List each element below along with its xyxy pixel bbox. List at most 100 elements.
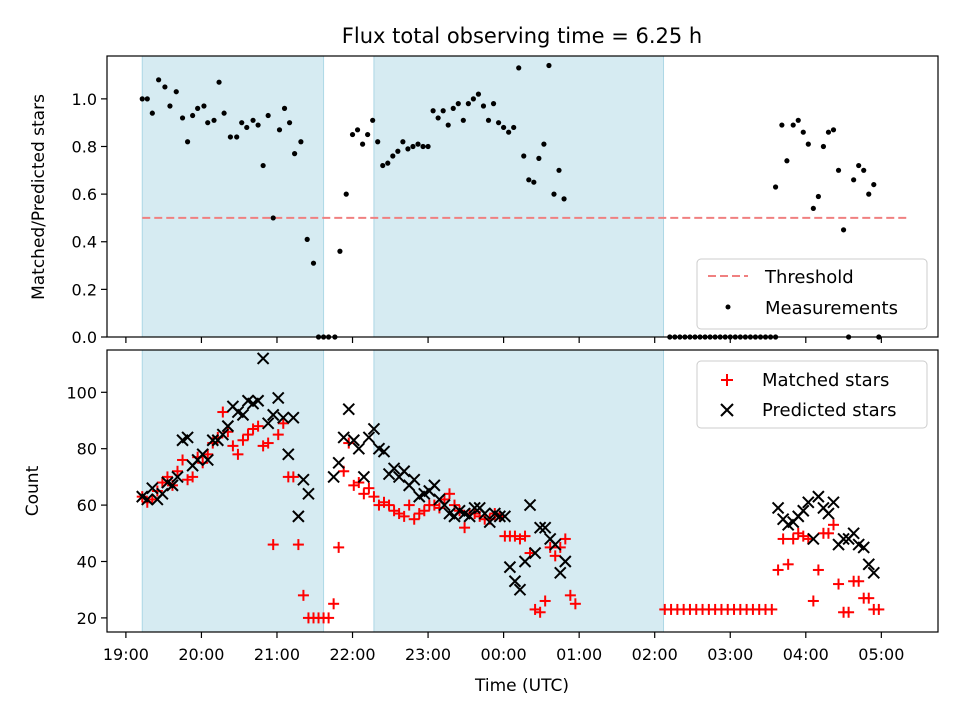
measurement-point bbox=[521, 153, 527, 159]
predicted-star-marker bbox=[478, 507, 491, 520]
matched-star-marker bbox=[287, 471, 299, 483]
y-tick-label: 60 bbox=[77, 496, 97, 515]
matched-star-marker bbox=[408, 513, 420, 525]
measurement-point bbox=[144, 96, 150, 102]
predicted-star-marker bbox=[822, 507, 835, 520]
measurement-point bbox=[480, 103, 487, 109]
predicted-star-marker bbox=[261, 417, 275, 430]
measurement-point bbox=[460, 117, 466, 123]
predicted-star-marker bbox=[332, 456, 345, 470]
predicted-star-marker bbox=[256, 352, 270, 365]
y-tick-label: 0.4 bbox=[72, 233, 97, 252]
measurement-point bbox=[139, 96, 145, 102]
top-panel: 0.0 0.2 0.4 0.6 0.8 1.0 Matched/Predicted sta… bbox=[29, 55, 939, 347]
predicted-star-marker bbox=[377, 445, 391, 458]
measurement-point bbox=[511, 124, 517, 131]
measurement-point bbox=[211, 117, 217, 123]
measurement-point bbox=[830, 127, 837, 133]
measurement-point bbox=[551, 191, 557, 197]
measurement-point bbox=[526, 177, 532, 183]
predicted-star-marker bbox=[528, 546, 542, 560]
measurement-point bbox=[270, 215, 276, 221]
predicted-star-marker bbox=[282, 448, 295, 461]
predicted-star-marker bbox=[362, 431, 376, 444]
measurement-point bbox=[405, 146, 411, 152]
matched-star-marker bbox=[418, 505, 430, 517]
predicted-star-marker bbox=[156, 487, 169, 501]
measurement-point bbox=[400, 139, 406, 145]
predicted-star-marker bbox=[141, 493, 154, 506]
measurement-point bbox=[162, 84, 168, 90]
y-tick-label: 0.2 bbox=[72, 280, 97, 299]
matched-star-marker bbox=[398, 510, 410, 522]
matched-star-marker bbox=[833, 578, 845, 590]
measurement-point bbox=[337, 248, 343, 254]
predicted-star-marker bbox=[171, 470, 184, 484]
matched-star-marker bbox=[197, 457, 209, 469]
measurement-point bbox=[370, 117, 376, 123]
predicted-star-marker bbox=[337, 431, 350, 444]
matched-star-marker bbox=[252, 420, 264, 432]
predicted-star-marker bbox=[277, 411, 290, 424]
measurement-point bbox=[205, 120, 211, 126]
measurement-point bbox=[450, 105, 456, 111]
predicted-star-marker bbox=[827, 496, 840, 509]
predicted-star-marker bbox=[513, 583, 527, 596]
matched-star-marker bbox=[383, 499, 395, 511]
measurement-point bbox=[485, 117, 492, 123]
predicted-star-marker bbox=[867, 566, 880, 579]
measurement-point bbox=[779, 122, 785, 128]
top-legend-box bbox=[696, 258, 928, 330]
measurement-point bbox=[465, 101, 471, 107]
measurement-point bbox=[310, 260, 317, 266]
matched-star-marker bbox=[433, 502, 445, 514]
measurement-point bbox=[167, 103, 173, 109]
top-x-ticks bbox=[125, 337, 882, 343]
legend-predicted-label: Predicted stars bbox=[762, 400, 896, 421]
measurement-point bbox=[825, 129, 832, 135]
predicted-star-marker bbox=[862, 558, 875, 571]
top-measurement-points bbox=[139, 62, 882, 340]
measurement-point bbox=[536, 155, 542, 161]
predicted-star-marker bbox=[771, 501, 785, 515]
matched-star-marker bbox=[172, 465, 184, 477]
y-tick-label: 0.8 bbox=[72, 137, 97, 156]
top-axes-frame bbox=[106, 55, 939, 338]
predicted-star-marker bbox=[847, 527, 860, 540]
x-tick-label: 00:00 bbox=[481, 645, 527, 664]
legend-matched-swatch bbox=[721, 374, 733, 386]
predicted-star-marker bbox=[342, 403, 355, 416]
predicted-star-marker bbox=[272, 391, 285, 405]
matched-star-marker bbox=[227, 440, 239, 452]
matched-star-marker bbox=[217, 406, 229, 418]
x-tick-label: 23:00 bbox=[405, 645, 451, 664]
matched-star-marker bbox=[232, 448, 244, 460]
bottom-y-axis-label: Count bbox=[23, 465, 43, 516]
measurement-point bbox=[375, 139, 381, 145]
measurement-point bbox=[531, 179, 537, 185]
measurement-point bbox=[156, 77, 162, 83]
predicted-star-marker bbox=[538, 521, 552, 534]
matched-star-marker bbox=[222, 426, 234, 438]
predicted-star-marker bbox=[463, 510, 476, 523]
measurement-point bbox=[790, 122, 796, 128]
predicted-star-marker bbox=[221, 419, 235, 433]
predicted-star-marker bbox=[166, 479, 179, 492]
legend-threshold-label: Threshold bbox=[764, 267, 854, 288]
predicted-star-marker bbox=[387, 462, 401, 475]
predicted-star-marker bbox=[554, 566, 567, 579]
matched-star-marker bbox=[853, 575, 865, 587]
measurement-point bbox=[281, 105, 288, 111]
measurement-point bbox=[420, 143, 426, 150]
matched-star-marker bbox=[544, 541, 556, 553]
matched-star-marker bbox=[549, 550, 561, 562]
predicted-star-marker bbox=[518, 555, 532, 568]
measurement-point bbox=[470, 96, 476, 102]
bottom-x-ticks: 19:00 20:00 21:00 22:00 23:00 00:00 01:00 02:00… bbox=[103, 632, 904, 664]
shaded-span bbox=[141, 55, 325, 338]
bottom-panel: 20 40 60 80 100 19:00 20:00 21:00 22:00 23:00 00:… bbox=[23, 349, 939, 696]
measurement-point bbox=[227, 134, 233, 140]
measurement-point bbox=[265, 112, 271, 119]
measurement-point bbox=[800, 129, 806, 135]
